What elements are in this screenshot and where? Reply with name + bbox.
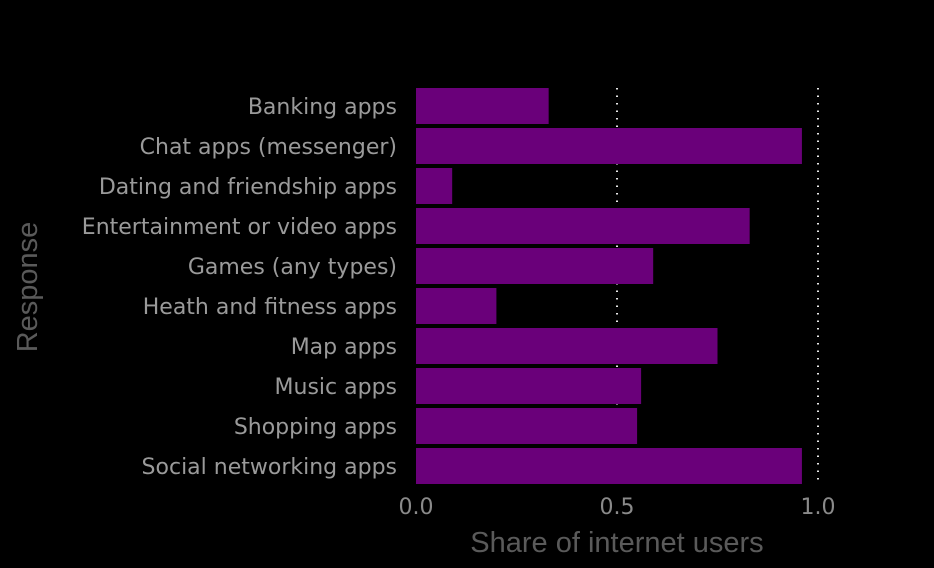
category-label-8: Shopping apps: [234, 415, 397, 440]
bar-2: [416, 168, 453, 204]
x-tick-label-2: 1.0: [801, 495, 836, 520]
category-label-6: Map apps: [291, 335, 397, 360]
bar-6: [416, 328, 718, 364]
bar-3: [416, 208, 750, 244]
category-label-7: Music apps: [275, 375, 397, 400]
x-tick-label-0: 0.0: [399, 495, 434, 520]
category-label-1: Chat apps (messenger): [140, 135, 397, 160]
category-label-3: Entertainment or video apps: [82, 215, 397, 240]
category-label-4: Games (any types): [188, 255, 397, 280]
category-label-2: Dating and friendship apps: [99, 175, 397, 200]
x-tick-labels: 0.0 0.5 1.0: [399, 495, 836, 520]
y-axis-title: Response: [12, 222, 44, 353]
x-axis-title: Share of internet users: [470, 527, 763, 559]
bars: [416, 88, 802, 484]
category-label-9: Social networking apps: [142, 455, 397, 480]
bar-7: [416, 368, 642, 404]
category-labels: Banking apps Chat apps (messenger) Dating …: [82, 95, 397, 480]
bar-0: [416, 88, 549, 124]
category-label-5: Heath and fitness apps: [143, 295, 397, 320]
category-label-0: Banking apps: [248, 95, 397, 120]
bar-5: [416, 288, 497, 324]
bar-4: [416, 248, 654, 284]
bar-1: [416, 128, 802, 164]
x-tick-label-1: 0.5: [600, 495, 635, 520]
bar-9: [416, 448, 802, 484]
bar-8: [416, 408, 638, 444]
